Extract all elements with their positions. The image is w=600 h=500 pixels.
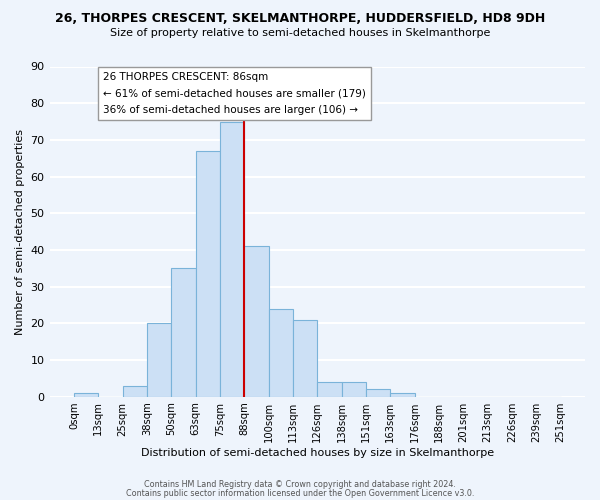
Bar xyxy=(147,324,171,396)
Bar xyxy=(171,268,196,396)
Text: 26 THORPES CRESCENT: 86sqm
← 61% of semi-detached houses are smaller (179)
36% o: 26 THORPES CRESCENT: 86sqm ← 61% of semi… xyxy=(103,72,366,115)
Text: Size of property relative to semi-detached houses in Skelmanthorpe: Size of property relative to semi-detach… xyxy=(110,28,490,38)
Text: 26, THORPES CRESCENT, SKELMANTHORPE, HUDDERSFIELD, HD8 9DH: 26, THORPES CRESCENT, SKELMANTHORPE, HUD… xyxy=(55,12,545,26)
Bar xyxy=(196,151,220,396)
Bar xyxy=(293,320,317,396)
Bar xyxy=(317,382,341,396)
Bar xyxy=(244,246,269,396)
Y-axis label: Number of semi-detached properties: Number of semi-detached properties xyxy=(15,128,25,334)
Text: Contains HM Land Registry data © Crown copyright and database right 2024.: Contains HM Land Registry data © Crown c… xyxy=(144,480,456,489)
Bar xyxy=(341,382,366,396)
X-axis label: Distribution of semi-detached houses by size in Skelmanthorpe: Distribution of semi-detached houses by … xyxy=(141,448,494,458)
Bar xyxy=(366,390,390,396)
Bar xyxy=(269,308,293,396)
Bar xyxy=(74,393,98,396)
Bar xyxy=(122,386,147,396)
Text: Contains public sector information licensed under the Open Government Licence v3: Contains public sector information licen… xyxy=(126,488,474,498)
Bar xyxy=(220,122,244,396)
Bar xyxy=(390,393,415,396)
